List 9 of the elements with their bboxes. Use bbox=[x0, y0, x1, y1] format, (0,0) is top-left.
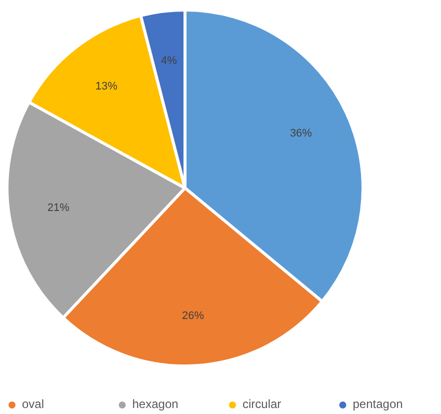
legend-label: circular bbox=[242, 397, 282, 412]
legend-label: oval bbox=[22, 397, 44, 412]
data-label: 26% bbox=[182, 310, 204, 322]
legend-label: pentagon bbox=[352, 397, 403, 412]
legend-label: hexagon bbox=[132, 397, 178, 412]
data-label: 13% bbox=[95, 80, 118, 93]
data-label: 21% bbox=[47, 202, 70, 214]
data-label: 36% bbox=[290, 127, 312, 140]
data-label: 4% bbox=[160, 54, 178, 67]
